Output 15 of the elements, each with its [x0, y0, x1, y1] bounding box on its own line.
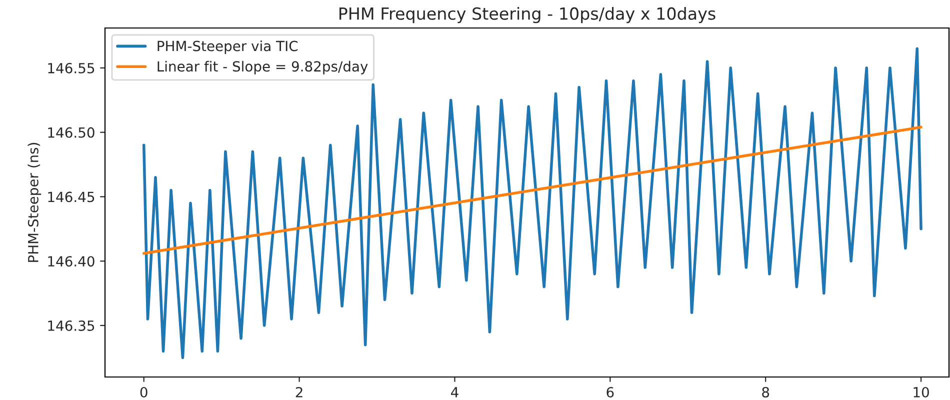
chart-title: PHM Frequency Steering - 10ps/day x 10days: [340, 7, 716, 24]
y-tick-label: 146.55: [48, 62, 94, 74]
y-tick-label: 146.40: [48, 256, 94, 267]
x-tick-label: 6: [606, 386, 614, 398]
x-tick-label: 4: [450, 387, 458, 398]
y-axis-title: PHM-Steeper (ns): [28, 142, 42, 262]
x-tick-label: 10: [914, 386, 929, 398]
y-tick-label: 146.50: [48, 127, 94, 138]
legend-label: Linear fit - Slope = 9.82ps/day: [158, 60, 368, 74]
x-tick-label: 2: [296, 386, 302, 398]
legend-label: PHM-Steeper via TIC: [158, 40, 298, 54]
y-tick-label: 146.45: [48, 192, 94, 202]
x-tick-label: 0: [140, 386, 148, 398]
x-tick-label: 8: [762, 386, 770, 398]
y-tick-label: 146.35: [48, 320, 94, 331]
